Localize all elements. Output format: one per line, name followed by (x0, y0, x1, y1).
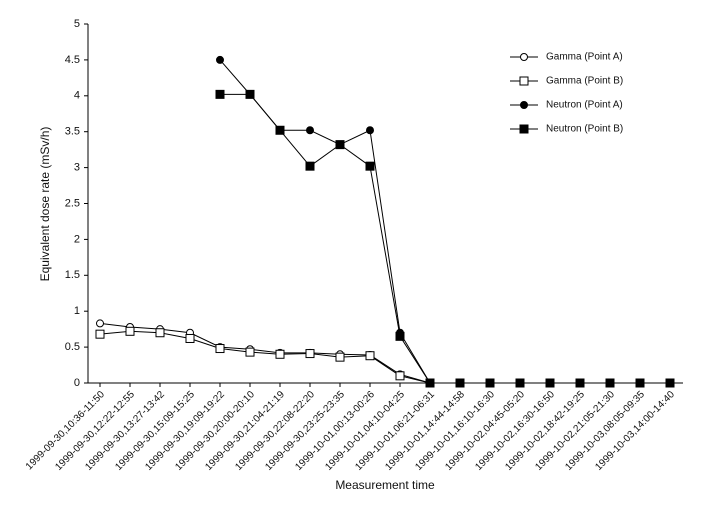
marker (395, 331, 405, 341)
marker (155, 328, 165, 338)
y-tick-label: 4 (74, 90, 80, 102)
marker (215, 89, 225, 99)
marker (545, 378, 555, 388)
marker (305, 349, 315, 359)
marker (455, 378, 465, 388)
y-tick-label: 3.5 (65, 126, 80, 138)
legend-label: Gamma (Point A) (546, 52, 623, 63)
series-line (99, 330, 431, 384)
series-line (99, 322, 431, 384)
marker (216, 55, 224, 64)
legend-label: Gamma (Point B) (546, 76, 623, 87)
marker (275, 349, 285, 359)
y-tick-label: 2 (74, 233, 80, 245)
marker (125, 326, 135, 336)
legend-label: Neutron (Point A) (546, 100, 623, 111)
marker (245, 347, 255, 357)
marker (515, 378, 525, 388)
marker (395, 371, 405, 381)
x-axis-label: Measurement time (335, 478, 435, 492)
legend-label: Neutron (Point B) (546, 124, 623, 135)
marker (185, 333, 195, 343)
marker (275, 125, 285, 135)
legend-marker (520, 101, 528, 109)
marker (245, 89, 255, 99)
marker (305, 161, 315, 171)
marker (365, 161, 375, 171)
y-tick-label: 5 (74, 18, 80, 30)
y-tick-label: 4.5 (65, 54, 80, 66)
marker (485, 378, 495, 388)
marker (335, 352, 345, 362)
marker (365, 351, 375, 361)
series-line (220, 93, 670, 384)
marker (635, 378, 645, 388)
marker (605, 378, 615, 388)
legend-marker (519, 76, 529, 86)
y-tick-label: 1.5 (65, 269, 80, 281)
marker (306, 126, 314, 135)
marker (665, 378, 675, 388)
y-tick-label: 0 (74, 377, 80, 389)
legend-marker (520, 53, 528, 61)
y-tick-label: 2.5 (65, 197, 80, 209)
marker (425, 378, 435, 388)
marker (215, 344, 225, 354)
y-tick-label: 3 (74, 162, 80, 174)
y-tick-label: 0.5 (65, 341, 80, 353)
marker (95, 329, 105, 339)
marker (96, 319, 104, 328)
y-axis-label: Equivalent dose rate (mSv/h) (38, 127, 52, 282)
y-tick-label: 1 (74, 305, 80, 317)
marker (575, 378, 585, 388)
legend-marker (519, 124, 529, 134)
marker (335, 140, 345, 150)
marker (366, 126, 374, 135)
